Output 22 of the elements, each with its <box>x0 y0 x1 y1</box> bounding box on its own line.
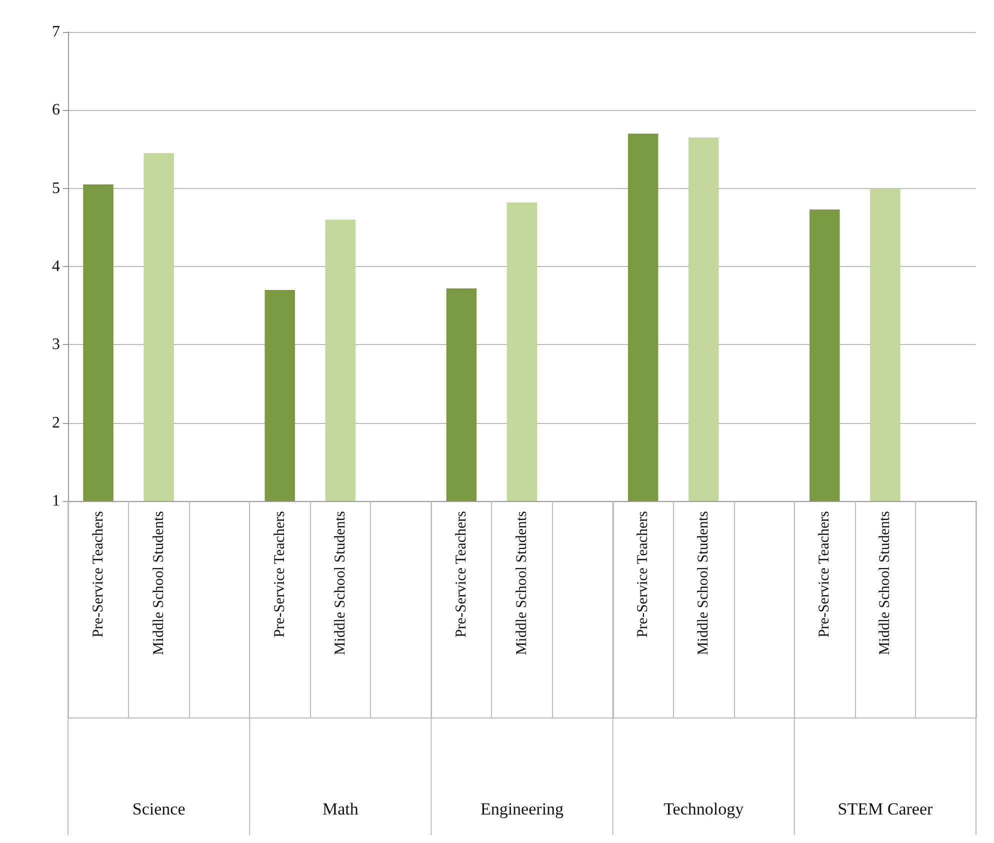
y-tick-label: 3 <box>52 336 60 354</box>
x-tick-label: Middle School Students <box>332 510 348 656</box>
x-tick-label: Pre-Service Teachers <box>635 510 652 638</box>
x-tick-label: Pre-Service Teachers <box>816 510 833 638</box>
text: Technology <box>664 800 744 818</box>
text: STEM Career <box>838 800 933 818</box>
y-tick-label: 4 <box>52 258 60 275</box>
y-tick-label: 2 <box>52 414 60 432</box>
x-tick-label: Pre-Service Teachers <box>453 510 470 638</box>
y-tick-label: 5 <box>52 180 60 197</box>
x-tick-label: Pre-Service Teachers <box>90 510 106 638</box>
y-tick-label: 7 <box>52 24 60 40</box>
x-tick-label: Middle School Students <box>150 510 167 656</box>
text: Science <box>132 800 186 818</box>
x-tick-label: Middle School Students <box>696 510 712 656</box>
y-tick-label: 1 <box>52 492 60 510</box>
x-tick-label: Middle School Students <box>514 510 530 656</box>
y-tick-label: 6 <box>52 102 60 119</box>
x-tick-label: Middle School Students <box>877 510 894 656</box>
text: Engineering <box>480 800 564 818</box>
text: Math <box>322 800 359 818</box>
x-tick-label: Pre-Service Teachers <box>272 510 288 638</box>
